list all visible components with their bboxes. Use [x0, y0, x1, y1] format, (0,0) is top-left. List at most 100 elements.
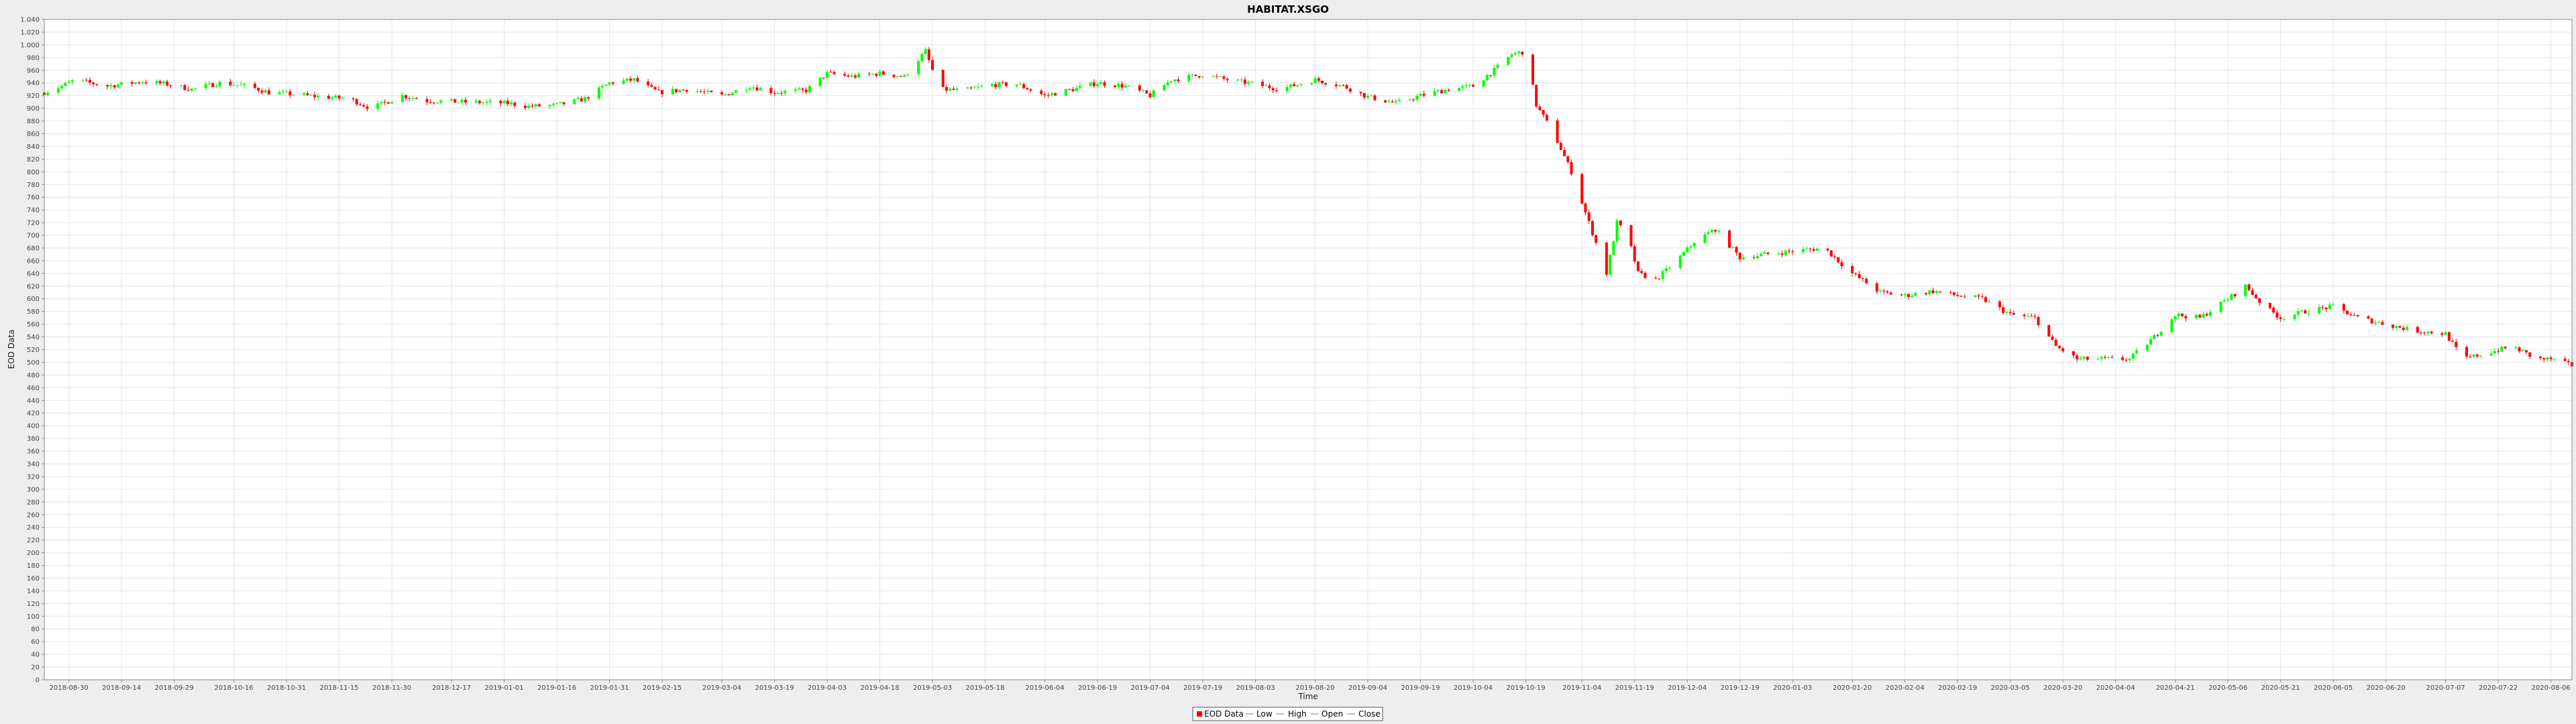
candle-body — [1394, 101, 1397, 103]
candle-body — [636, 78, 639, 82]
x-tick-label: 2019-02-15 — [643, 684, 682, 692]
candle-body — [1812, 249, 1815, 251]
y-tick-label: 720 — [27, 220, 40, 227]
candle-body — [485, 101, 488, 103]
candle-body — [218, 81, 221, 86]
y-tick-label: 740 — [27, 207, 40, 215]
candle-body — [731, 93, 734, 95]
candle-body — [415, 98, 418, 99]
candle-body — [2279, 317, 2282, 319]
candle-body — [1285, 86, 1289, 91]
y-tick-label: 860 — [27, 131, 40, 138]
candle-body — [411, 98, 415, 99]
x-tick-label: 2019-01-31 — [590, 684, 629, 692]
candle-body — [748, 88, 751, 90]
candle-body — [506, 101, 509, 105]
candle-body — [699, 91, 702, 93]
candle-body — [1018, 84, 1022, 85]
candle-body — [155, 81, 158, 84]
candle-body — [2324, 307, 2328, 310]
candle-body — [267, 90, 270, 95]
candle-body — [56, 88, 60, 93]
x-tick-label: 2018-12-17 — [432, 684, 471, 692]
candle-body — [257, 88, 260, 91]
candle-body — [1752, 257, 1756, 259]
candle-body — [1903, 294, 1907, 296]
candle-body — [162, 81, 165, 84]
x-tick-label: 2019-12-19 — [1721, 684, 1760, 692]
candle-body — [604, 84, 608, 86]
candle-body — [2546, 357, 2549, 360]
x-tick-label: 2019-06-19 — [1078, 684, 1117, 692]
candle-body — [1633, 246, 1636, 261]
candle-body — [899, 76, 902, 77]
candle-body — [1612, 241, 1615, 255]
x-tick-label: 2020-02-19 — [1938, 684, 1977, 692]
candle-body — [1619, 220, 1622, 225]
candle-body — [141, 82, 144, 84]
candle-body — [2321, 307, 2324, 308]
candle-body — [478, 101, 481, 104]
candle-body — [2258, 298, 2261, 303]
candle-body — [2002, 307, 2005, 313]
candle-body — [601, 86, 604, 88]
candle-body — [2222, 300, 2226, 302]
candle-body — [95, 84, 99, 85]
candle-body — [513, 103, 517, 106]
candle-body — [1078, 86, 1081, 88]
candle-body — [2426, 331, 2430, 333]
candle-body — [2392, 324, 2395, 328]
candle-body — [1464, 85, 1468, 86]
y-tick-label: 1.000 — [20, 42, 40, 49]
candle-body — [1609, 255, 1612, 275]
candle-body — [973, 87, 976, 88]
candle-body — [2170, 319, 2174, 333]
candle-body — [784, 90, 787, 94]
x-tick-label: 2019-05-18 — [965, 684, 1004, 692]
candle-body — [1004, 82, 1008, 86]
candle-body — [1833, 256, 1836, 257]
candle-body — [2247, 284, 2251, 290]
candle-body — [2125, 359, 2128, 361]
candle-body — [2489, 353, 2493, 356]
candle-body — [1348, 88, 1352, 92]
y-tick-label: 700 — [27, 233, 40, 240]
candle-body — [460, 99, 464, 103]
y-tick-label: 520 — [27, 347, 40, 354]
candle-body — [2346, 310, 2349, 314]
candle-body — [1605, 243, 1608, 275]
candle-body — [1580, 174, 1584, 204]
candle-body — [1763, 252, 1766, 254]
x-tick-label: 2020-08-06 — [2532, 684, 2571, 692]
y-tick-label: 200 — [27, 550, 40, 557]
candle-body — [1889, 292, 1892, 295]
candle-body — [400, 95, 404, 102]
candle-body — [2293, 314, 2296, 319]
candle-body — [2356, 315, 2359, 316]
candle-body — [2524, 350, 2528, 353]
y-tick-label: 820 — [27, 156, 40, 164]
candle-body — [1458, 87, 1461, 91]
candle-body — [1120, 84, 1124, 88]
candle-body — [313, 95, 316, 98]
candle-body — [1201, 76, 1204, 78]
candle-body — [2300, 310, 2304, 312]
y-tick-label: 420 — [27, 410, 40, 418]
candle-body — [2233, 294, 2237, 296]
candle-body — [2174, 316, 2177, 320]
y-tick-label: 400 — [27, 423, 40, 430]
y-tick-label: 80 — [31, 626, 40, 634]
candle-body — [1092, 82, 1095, 86]
candle-body — [2282, 318, 2286, 320]
candle-body — [499, 101, 502, 104]
candle-body — [1099, 82, 1103, 84]
candle-body — [1338, 84, 1342, 86]
candle-body — [1668, 267, 1672, 269]
candle-body — [1760, 253, 1763, 256]
candle-body — [204, 84, 207, 88]
candle-body — [857, 73, 861, 78]
candle-body — [1117, 84, 1120, 87]
candle-body — [2072, 351, 2075, 356]
x-tick-label: 2019-09-19 — [1401, 684, 1440, 692]
candle-body — [1984, 297, 1988, 302]
